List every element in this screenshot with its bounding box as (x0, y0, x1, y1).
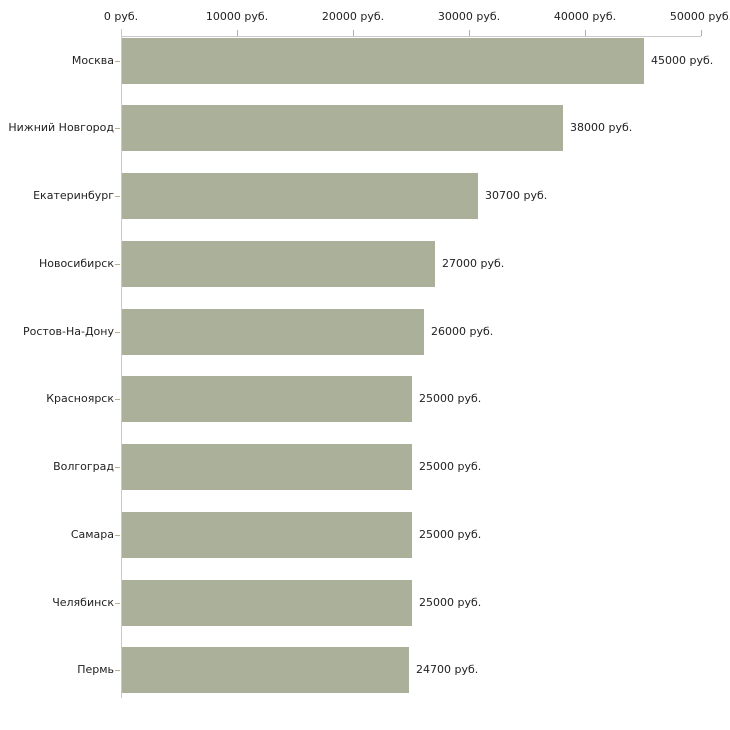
category-tick (115, 264, 120, 265)
x-axis-tick (237, 30, 238, 36)
bar (122, 38, 644, 84)
category-tick (115, 399, 120, 400)
value-label: 27000 руб. (442, 257, 505, 270)
bar (122, 376, 412, 422)
x-axis-tick-label: 30000 руб. (437, 10, 501, 23)
bar (122, 241, 435, 287)
bar (122, 444, 412, 490)
value-label: 24700 руб. (416, 663, 479, 676)
value-label: 45000 руб. (651, 54, 714, 67)
x-axis-tick-label: 10000 руб. (205, 10, 269, 23)
value-label: 26000 руб. (431, 325, 494, 338)
category-label: Красноярск (46, 392, 114, 405)
x-axis-tick-label: 0 руб. (103, 10, 139, 23)
bar (122, 512, 412, 558)
x-axis-line (121, 36, 701, 37)
value-label: 25000 руб. (419, 460, 482, 473)
category-tick (115, 196, 120, 197)
category-label: Пермь (77, 663, 114, 676)
category-label: Москва (71, 54, 114, 67)
category-label: Екатеринбург (33, 189, 114, 202)
category-label: Челябинск (52, 596, 114, 609)
category-label: Самара (70, 528, 114, 541)
value-label: 30700 руб. (485, 189, 548, 202)
value-label: 25000 руб. (419, 596, 482, 609)
bar (122, 580, 412, 626)
category-tick (115, 535, 120, 536)
value-label: 25000 руб. (419, 392, 482, 405)
bar (122, 309, 424, 355)
value-label: 25000 руб. (419, 528, 482, 541)
bar (122, 173, 478, 219)
y-axis-line (121, 29, 122, 698)
category-label: Волгоград (53, 460, 114, 473)
category-tick (115, 603, 120, 604)
x-axis-tick (701, 30, 702, 36)
category-label: Новосибирск (38, 257, 114, 270)
bar (122, 105, 563, 151)
category-tick (115, 670, 120, 671)
bar (122, 647, 409, 693)
x-axis-tick (469, 30, 470, 36)
category-tick (115, 128, 120, 129)
x-axis-tick-label: 40000 руб. (553, 10, 617, 23)
category-tick (115, 332, 120, 333)
x-axis-tick-label: 20000 руб. (321, 10, 385, 23)
category-label: Ростов-На-Дону (22, 325, 114, 338)
x-axis-tick-label: 50000 руб. (669, 10, 730, 23)
category-tick (115, 467, 120, 468)
value-label: 38000 руб. (570, 121, 633, 134)
x-axis-tick (353, 30, 354, 36)
category-label: Нижний Новгород (8, 121, 114, 134)
x-axis-tick (585, 30, 586, 36)
category-tick (115, 61, 120, 62)
